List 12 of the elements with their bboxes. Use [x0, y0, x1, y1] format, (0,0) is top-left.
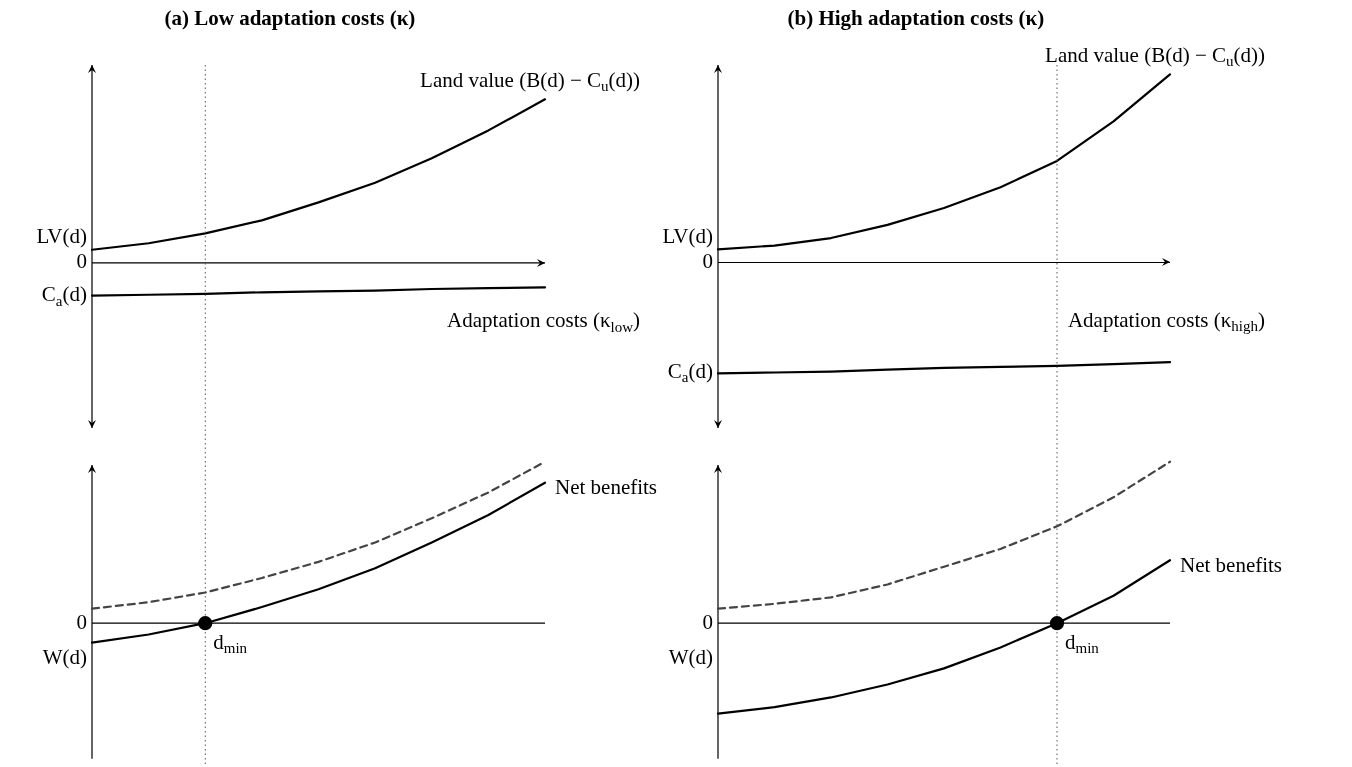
chart-title: (a) Low adaptation costs (κ)	[164, 6, 416, 31]
chart-title: (b) High adaptation costs (κ)	[787, 6, 1045, 31]
text: 0	[702, 609, 713, 634]
text: W(d)	[668, 644, 714, 669]
text: LV(d)	[662, 224, 714, 248]
text: 0	[702, 249, 713, 273]
text: 0	[76, 609, 87, 634]
text: LV(d)	[36, 224, 88, 249]
text: W(d)	[42, 644, 88, 669]
series-label: Net benefits	[1180, 552, 1283, 577]
text: 0	[76, 249, 87, 274]
series-label: Net benefits	[555, 475, 658, 500]
